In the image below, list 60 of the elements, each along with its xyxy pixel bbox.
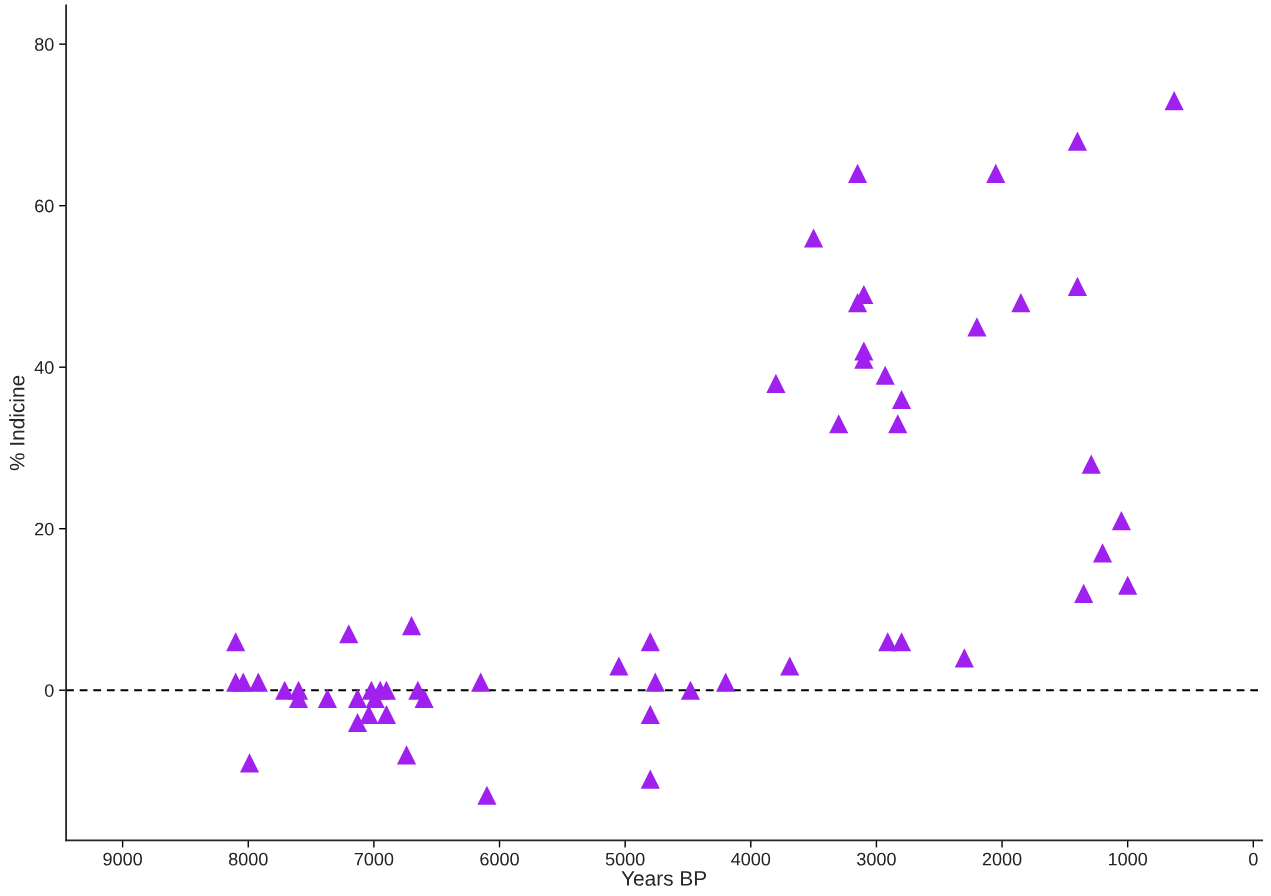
point [680, 680, 701, 700]
x-tick-label: 9000 [103, 852, 143, 866]
point [376, 704, 397, 725]
point [477, 785, 497, 805]
point [414, 688, 434, 708]
y-tick-label: 80 [34, 38, 54, 51]
point [804, 228, 824, 248]
x-axis-title: Years BP [621, 871, 707, 886]
point [888, 414, 908, 434]
point [640, 632, 660, 652]
point [1067, 276, 1087, 296]
point [967, 317, 987, 337]
x-tick-label: 8000 [228, 852, 268, 866]
point [891, 632, 912, 652]
point [780, 656, 800, 676]
point [396, 745, 417, 765]
point [986, 163, 1006, 183]
point [766, 373, 786, 393]
point [640, 769, 660, 789]
point [829, 414, 849, 434]
x-tick-label: 6000 [480, 852, 519, 866]
point [716, 672, 736, 692]
x-tick-label: 7000 [354, 852, 394, 866]
point [1067, 131, 1087, 151]
x-tick-label: 0 [1248, 852, 1258, 866]
x-tick-label: 5000 [605, 852, 645, 866]
point [1111, 511, 1131, 531]
point [339, 624, 359, 644]
point [1118, 575, 1138, 595]
point [239, 753, 260, 773]
x-tick-label: 1000 [1108, 852, 1148, 866]
point [402, 616, 422, 636]
point [891, 389, 912, 410]
point [233, 672, 253, 692]
point [1164, 91, 1184, 111]
point [471, 672, 491, 692]
y-tick-label: 40 [34, 361, 54, 374]
y-tick-label: 0 [44, 684, 54, 697]
point [347, 712, 368, 733]
point [1081, 454, 1101, 474]
point [275, 680, 295, 700]
point [875, 365, 895, 385]
point [248, 672, 268, 692]
point [1092, 543, 1113, 563]
point [645, 672, 665, 692]
y-tick-label: 20 [35, 522, 54, 536]
point [640, 704, 660, 725]
x-tick-label: 4000 [731, 852, 771, 866]
y-tick-label: 60 [35, 199, 54, 213]
point [226, 632, 246, 652]
point [347, 688, 368, 708]
point [1011, 293, 1031, 313]
point [954, 648, 974, 668]
point [848, 163, 868, 183]
point [609, 656, 629, 676]
x-tick-label: 3000 [857, 852, 896, 866]
y-axis-title: % Indicine [9, 375, 25, 471]
x-tick-label: 2000 [982, 852, 1022, 866]
point [1074, 583, 1094, 603]
point [317, 688, 337, 708]
